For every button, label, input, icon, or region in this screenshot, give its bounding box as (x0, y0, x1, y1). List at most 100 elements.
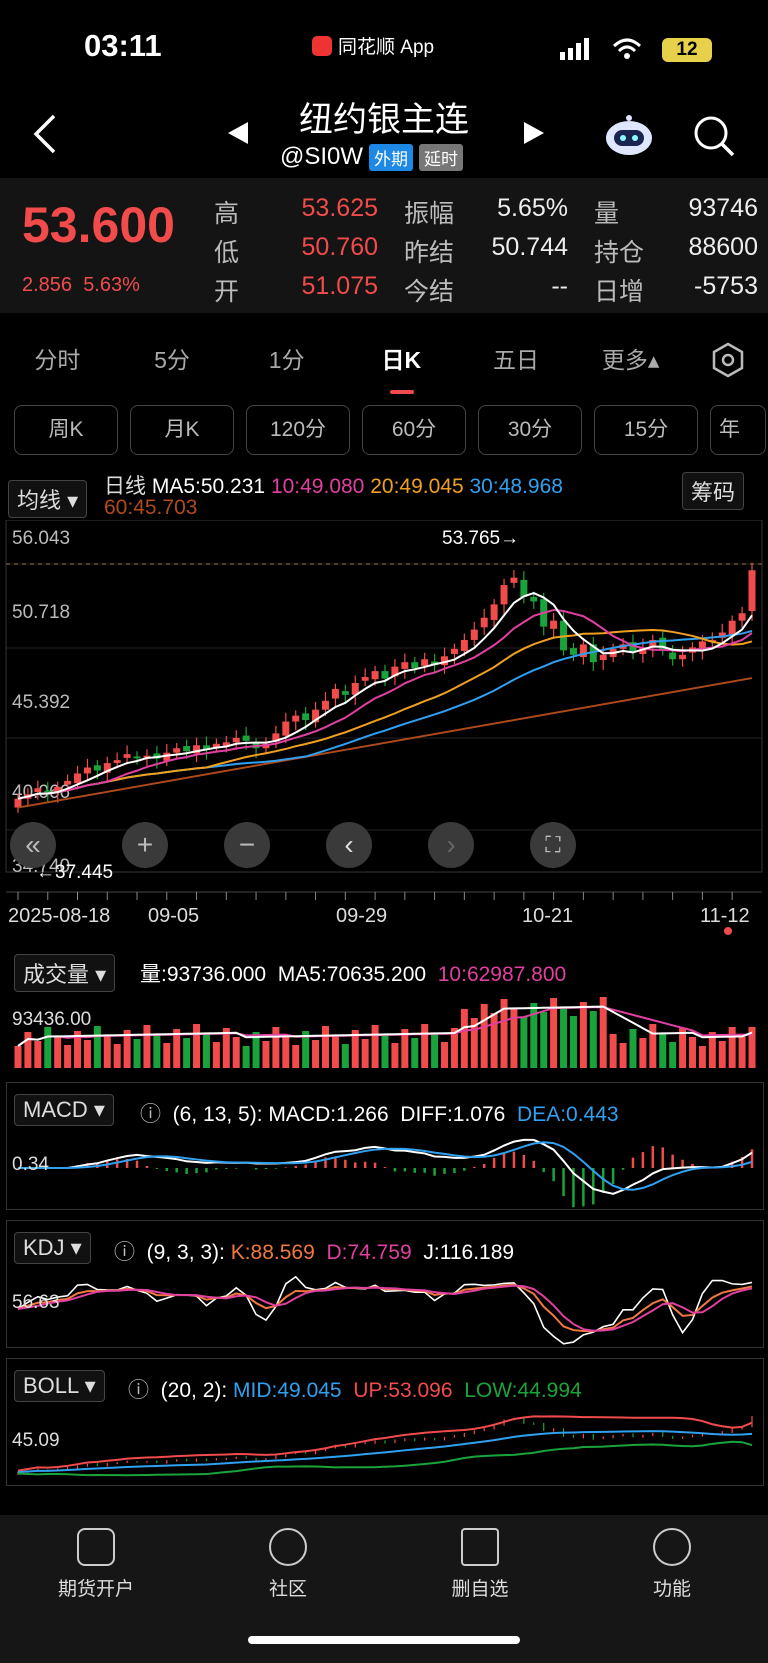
volume-bar (341, 1044, 349, 1068)
candle-body (698, 641, 706, 650)
prev-settle-value: 50.744 (491, 233, 568, 261)
tab-intraday[interactable]: 分时 (34, 347, 81, 373)
boll-up: UP:53.096 (353, 1379, 453, 1402)
ma-selector[interactable]: 均线 ▾ (8, 480, 88, 518)
cellular-icon (560, 38, 590, 65)
nav-remove-watchlist[interactable]: 删自选 (420, 1528, 540, 1601)
next-contract-icon[interactable] (522, 120, 546, 151)
kdj-j: J:116.189 (423, 1241, 515, 1264)
period-60min[interactable]: 60分 (362, 405, 466, 455)
tab-5min[interactable]: 5分 (154, 347, 190, 373)
remove-watchlist-icon (461, 1528, 499, 1566)
open-label: 开 (214, 278, 240, 306)
period-monthly[interactable]: 月K (130, 405, 234, 455)
page-title: 纽约银主连 (299, 101, 469, 139)
candle-body (123, 754, 131, 758)
prev-settle-label: 昨结 (404, 239, 455, 267)
boll-help-icon[interactable]: ⓘ (128, 1379, 149, 1402)
search-icon[interactable] (692, 114, 736, 163)
daily-increase-value: -5753 (694, 272, 758, 300)
period-weekly[interactable]: 周K (14, 405, 118, 455)
tab-1min[interactable]: 1分 (268, 347, 305, 373)
candle-body (490, 604, 498, 620)
kdj-selector[interactable]: KDJ ▾ (14, 1232, 91, 1264)
chart-settings-icon[interactable] (688, 330, 768, 390)
kdj-d: D:74.759 (326, 1241, 412, 1264)
macd-selector[interactable]: MACD ▾ (14, 1094, 114, 1126)
candle-body (361, 677, 369, 681)
robot-assistant-icon[interactable] (604, 112, 654, 163)
macd-y-tick: 0.34 (12, 1154, 49, 1175)
period-120min[interactable]: 120分 (246, 405, 350, 455)
prev-contract-icon[interactable] (226, 120, 250, 151)
volume-bar (490, 1013, 498, 1068)
tab-daily-k[interactable]: 日K (381, 347, 422, 373)
candle-body (113, 760, 121, 764)
kdj-k: K:88.569 (230, 1241, 315, 1264)
community-star-icon (269, 1528, 307, 1566)
high-value: 53.625 (301, 194, 378, 222)
period-30min[interactable]: 30分 (478, 405, 582, 455)
zoom-out-icon[interactable]: − (224, 822, 270, 868)
kline-chart[interactable]: 56.043 50.718 45.392 40.066 34.740 53.76… (0, 520, 768, 940)
zoom-in-icon[interactable]: + (122, 822, 168, 868)
boll-selector[interactable]: BOLL ▾ (14, 1370, 105, 1402)
volume-selector-label: 成交量 (23, 962, 90, 987)
status-time: 03:11 (84, 28, 162, 63)
volume-bar (708, 1032, 716, 1068)
boll-low: LOW:44.994 (464, 1379, 582, 1402)
open-value: 51.075 (301, 272, 378, 300)
volume-bar (460, 1009, 468, 1068)
tab-five-day[interactable]: 五日 (493, 347, 540, 373)
account-person-icon (77, 1528, 115, 1566)
daily-increase-label: 日增 (594, 278, 645, 306)
today-settle-value: -- (551, 272, 568, 300)
macd-help-icon[interactable]: ⓘ (140, 1103, 161, 1126)
volume-bar (173, 1029, 181, 1068)
candle-body (460, 639, 468, 652)
candle-body (441, 656, 449, 666)
volume-bar (282, 1036, 290, 1068)
kdj-help-icon[interactable]: ⓘ (114, 1241, 135, 1264)
volume-bar (252, 1032, 260, 1068)
volume-bar (143, 1025, 151, 1068)
volume-bar (74, 1031, 82, 1068)
candle-body (718, 632, 726, 638)
volume-legend: 量:93736.000 MA5:70635.200 10:62987.800 (140, 958, 566, 988)
back-icon[interactable] (30, 112, 60, 161)
volume-bar (54, 1036, 62, 1068)
candle-body (14, 798, 22, 808)
candle-body (500, 585, 508, 605)
ma-legend: 日线 MA5:50.231 10:49.080 20:49.045 30:48.… (104, 470, 563, 500)
ma60-line (17, 677, 753, 809)
nav-futures-account[interactable]: 期货开户 (36, 1528, 156, 1601)
symbol-line: @SI0W 外期 延时 (280, 143, 464, 171)
open-interest-value: 88600 (688, 233, 758, 261)
chart-tabs: 分时 5分 1分 日K 五日 更多▴ (0, 330, 768, 390)
nav-community[interactable]: 社区 (228, 1528, 348, 1601)
scroll-right-icon[interactable]: › (428, 822, 474, 868)
volume-chart: 93436.00 (12, 997, 756, 1068)
candle-body (738, 613, 746, 621)
candle-body (302, 713, 310, 721)
period-yearly[interactable]: 年 (710, 405, 766, 455)
status-app-label: 同花顺 App (312, 32, 434, 59)
chip-button[interactable]: 筹码 (682, 472, 745, 510)
nav-functions[interactable]: 功能 (612, 1528, 732, 1601)
scroll-left-fast-icon[interactable]: « (10, 822, 56, 868)
volume-selector[interactable]: 成交量 ▾ (14, 954, 116, 992)
candle-body (212, 743, 220, 748)
legend-ma5: MA5:50.231 (151, 475, 266, 498)
candle-body (272, 733, 280, 742)
candle-body (202, 745, 210, 750)
app-icon (312, 35, 332, 56)
volume-ma10: 10:62987.800 (437, 963, 567, 986)
candle-body (351, 682, 359, 695)
period-15min[interactable]: 15分 (594, 405, 698, 455)
tab-more[interactable]: 更多▴ (601, 347, 660, 373)
scroll-left-icon[interactable]: ‹ (326, 822, 372, 868)
volume-bar (212, 1042, 220, 1068)
app-name: 同花顺 App (338, 37, 435, 58)
candle-body (470, 629, 478, 640)
fullscreen-icon[interactable]: ⛶ (530, 822, 576, 868)
